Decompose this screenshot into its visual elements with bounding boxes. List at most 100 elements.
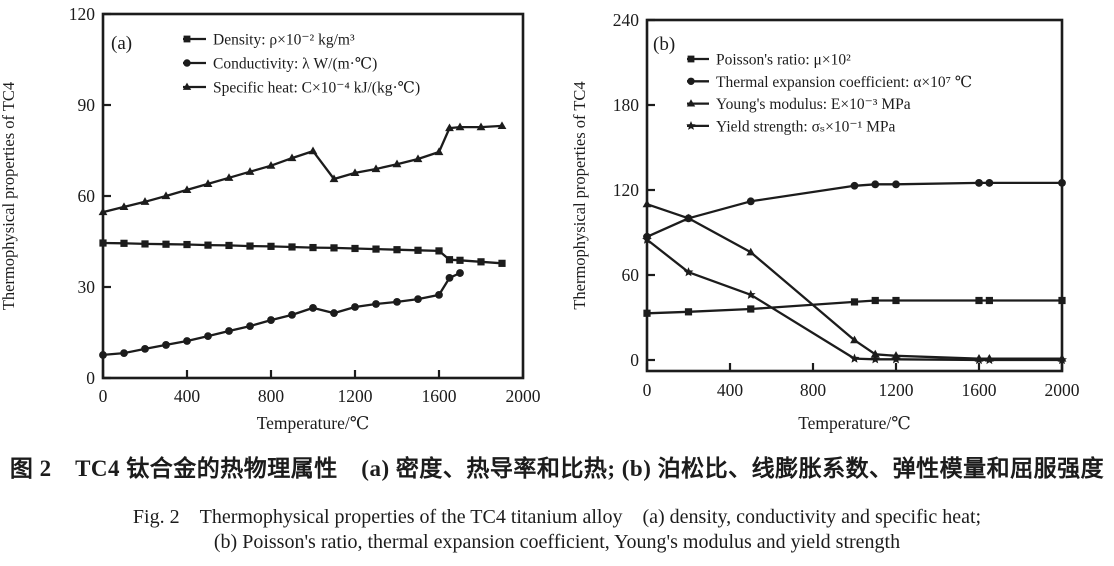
y-axis-title: Thermophysical properties of TC4 — [570, 81, 589, 309]
square-marker — [477, 258, 485, 266]
circle-marker — [456, 269, 464, 277]
circle-icon — [183, 59, 191, 67]
x-tick-label: 0 — [643, 380, 652, 400]
legend-item-young-s-modulus: Young's modulus: E×10⁻³ MPa — [686, 96, 911, 113]
caption-english-line2: (b) Poisson's ratio, thermal expansion c… — [213, 531, 901, 553]
star-marker — [849, 353, 860, 363]
y-tick-label: 60 — [78, 186, 96, 206]
square-marker — [985, 296, 993, 305]
star-icon — [686, 121, 696, 130]
circle-marker — [975, 179, 983, 187]
circle-marker — [393, 297, 401, 306]
star-marker — [984, 354, 995, 365]
star-marker — [974, 354, 984, 365]
square-marker — [183, 240, 191, 249]
triangle-marker — [455, 122, 465, 131]
square-marker — [288, 243, 296, 251]
square-marker — [372, 245, 380, 253]
caption-english-line1: Fig. 2 Thermophysical properties of the … — [132, 506, 982, 528]
square-marker — [892, 296, 900, 305]
circle-marker — [372, 300, 380, 308]
y-tick-label: 240 — [613, 10, 640, 30]
circle-marker — [267, 316, 275, 324]
square-marker — [445, 256, 454, 264]
chart-panel-a: 0 400 800 1200 1600 2000 0 30 60 90 120 Temperature… — [0, 4, 541, 433]
series-thermal-expansion-coefficient — [643, 179, 1066, 241]
series-density — [99, 239, 506, 267]
x-tick-label: 400 — [174, 386, 201, 406]
circle-marker — [746, 197, 755, 206]
circle-marker — [1058, 179, 1066, 187]
x-tick-label: 1600 — [962, 380, 997, 400]
y-tick-label: 30 — [78, 277, 96, 297]
triangle-marker — [850, 335, 859, 344]
square-marker — [1058, 296, 1066, 305]
triangle-marker — [413, 154, 423, 163]
circle-marker — [120, 349, 128, 358]
y-axis-ticks: 0 60 120 180 240 — [613, 10, 655, 370]
triangle-marker — [329, 174, 339, 183]
square-marker — [643, 309, 651, 317]
square-marker — [99, 239, 107, 247]
legend-item-thermal-expansion-coefficient: Thermal expansion coefficient: α×10⁷ ℃ — [687, 74, 972, 91]
panel-label: (b) — [653, 34, 675, 55]
star-marker — [683, 267, 694, 277]
square-marker — [393, 246, 401, 254]
legend-item-conductivity: Conductivity: λ W/(m·℃) — [183, 56, 377, 73]
circle-marker — [225, 327, 233, 335]
plot-box — [645, 18, 1064, 373]
legend: Density: ρ×10⁻² kg/m³ Conductivity: λ W/(… — [182, 32, 420, 97]
circle-marker — [351, 303, 359, 311]
series-yield-strength — [642, 234, 1067, 365]
triangle-marker — [203, 179, 213, 187]
x-tick-label: 2000 — [506, 386, 541, 406]
series-markers — [643, 179, 1066, 241]
triangle-marker — [308, 146, 318, 155]
series-markers — [642, 199, 1067, 362]
series-young-s-modulus — [642, 199, 1067, 362]
triangle-marker — [161, 191, 171, 200]
triangle-marker — [245, 167, 255, 175]
triangle-marker — [497, 121, 507, 130]
square-marker — [141, 240, 149, 248]
legend-label: Yield strength: σₛ×10⁻¹ MPa — [716, 118, 895, 135]
square-marker — [498, 259, 506, 267]
circle-marker — [330, 309, 338, 317]
star-marker — [642, 234, 652, 244]
y-tick-label: 0 — [86, 368, 95, 388]
legend-item-specific-heat: Specific heat: C×10⁻⁴ kJ/(kg·℃) — [182, 80, 420, 97]
x-tick-label: 1200 — [879, 380, 914, 400]
y-axis-title: Thermophysical properties of TC4 — [0, 82, 18, 310]
series-poisson-s-ratio — [643, 296, 1066, 317]
triangle-marker — [445, 123, 454, 132]
x-tick-label: 800 — [800, 380, 827, 400]
x-tick-label: 800 — [258, 386, 285, 406]
triangle-marker — [642, 199, 652, 208]
series-line — [102, 271, 461, 357]
legend-label: Young's modulus: E×10⁻³ MPa — [716, 96, 911, 113]
caption-chinese: 图 2 TC4 钛合金的热物理属性 (a) 密度、热导率和比热; (b) 泊松比… — [9, 456, 1105, 481]
legend-label: Thermal expansion coefficient: α×10⁷ ℃ — [716, 74, 972, 91]
circle-marker — [435, 290, 443, 299]
triangle-marker — [684, 213, 693, 222]
square-marker — [684, 308, 693, 316]
circle-marker — [871, 180, 880, 189]
star-marker — [1057, 354, 1067, 365]
square-marker — [850, 298, 859, 306]
circle-marker — [892, 180, 900, 189]
circle-marker — [162, 341, 170, 349]
square-marker — [975, 296, 983, 305]
y-tick-label: 120 — [69, 4, 96, 24]
square-icon — [183, 35, 191, 43]
legend-label: Poisson's ratio: μ×10² — [716, 52, 851, 69]
triangle-marker — [476, 122, 486, 131]
triangle-marker — [224, 173, 234, 181]
legend-item-density: Density: ρ×10⁻² kg/m³ — [183, 32, 355, 49]
square-marker — [309, 243, 317, 252]
x-tick-label: 0 — [99, 386, 108, 406]
star-marker — [870, 354, 881, 364]
square-marker — [351, 244, 359, 253]
square-marker — [456, 256, 464, 264]
chart-panel-b: 0 400 800 1200 1600 2000 0 60 120 180 240 Temperatu… — [570, 10, 1080, 433]
triangle-marker — [392, 159, 402, 168]
